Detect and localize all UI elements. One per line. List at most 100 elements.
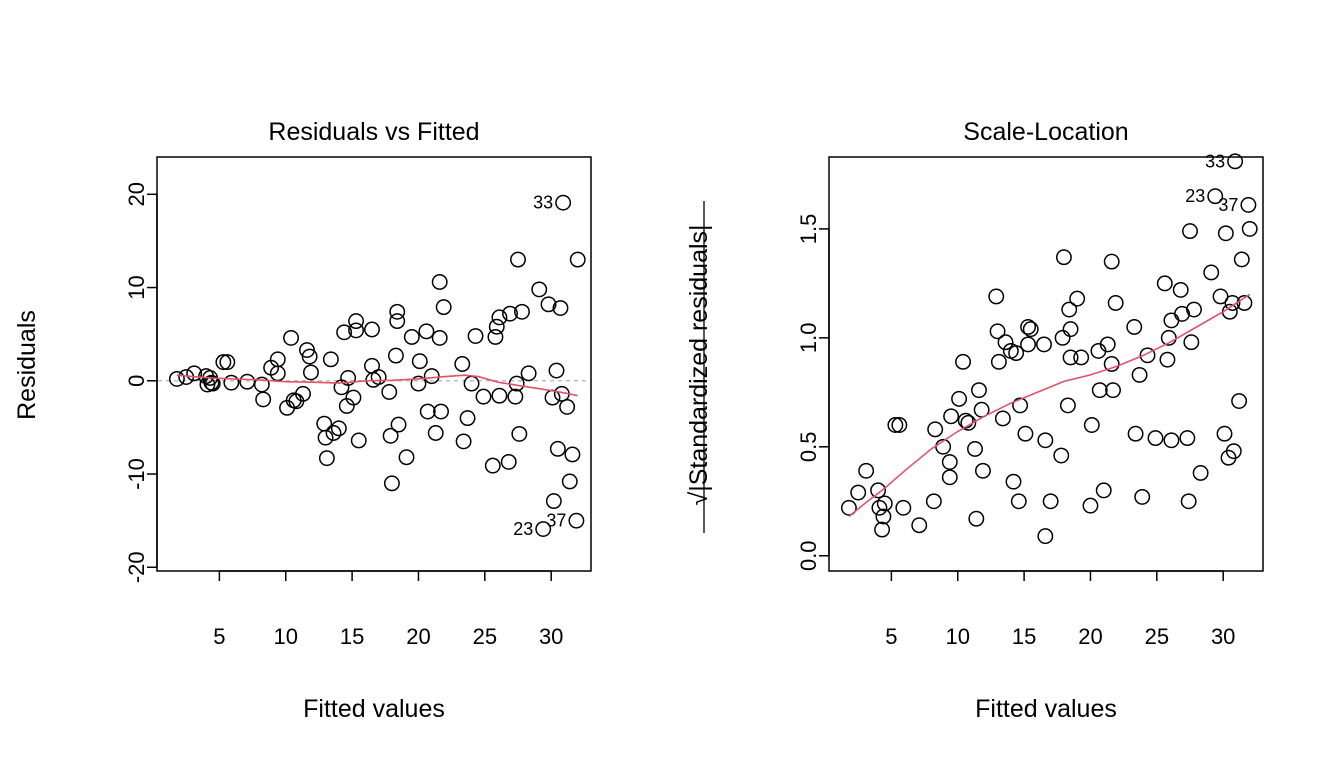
y-tick-label: 20 (124, 182, 149, 206)
data-point (350, 432, 367, 449)
point-id-labels: 33 23 37 (513, 193, 566, 539)
data-point (423, 368, 440, 385)
data-point (564, 446, 581, 463)
data-point (967, 441, 983, 457)
data-point (1192, 464, 1209, 481)
data-point (858, 462, 875, 479)
data-point (1036, 336, 1052, 353)
data-point (520, 365, 537, 382)
data-point (1062, 349, 1079, 366)
data-point (1216, 425, 1233, 442)
data-point (318, 450, 335, 467)
y-tick-label: -10 (124, 458, 149, 490)
x-tick-label: 30 (1211, 624, 1235, 649)
data-point (1105, 382, 1121, 399)
data-point (989, 323, 1006, 340)
plot-title: Scale-Location (963, 118, 1128, 146)
points-layer (840, 153, 1258, 545)
data-point (1005, 473, 1022, 490)
data-point (1134, 488, 1151, 505)
y-tick-label: 10 (124, 275, 149, 299)
x-tick-label: 20 (406, 624, 430, 649)
radical-sign: √ (685, 492, 713, 506)
data-point (840, 499, 857, 516)
x-tick-label: 20 (1078, 624, 1102, 649)
y-tick-label: 0 (124, 375, 149, 387)
data-point (1022, 321, 1039, 338)
data-point (325, 425, 342, 441)
data-point (411, 353, 428, 370)
data-point (1126, 319, 1143, 335)
data-point (895, 499, 912, 516)
point-id-label: 33 (1205, 151, 1225, 171)
data-point (988, 288, 1005, 305)
x-tick-label: 25 (473, 624, 497, 649)
data-point (303, 364, 319, 381)
data-point (370, 369, 387, 386)
data-point (1217, 225, 1234, 242)
data-point (559, 398, 576, 415)
y-tick-label: 0.5 (796, 432, 821, 463)
data-point (1017, 425, 1034, 442)
data-point (1107, 295, 1124, 311)
data-point (1156, 275, 1173, 292)
smooth-line (848, 293, 1251, 518)
data-point (1062, 321, 1079, 338)
data-point (1147, 430, 1164, 447)
data-point (1225, 443, 1242, 460)
data-point (345, 389, 362, 406)
data-point (507, 388, 524, 405)
y-axis: 0.0 0.5 1.0 1.5 (796, 214, 830, 571)
data-point (295, 385, 311, 402)
data-point (301, 348, 318, 365)
data-point (484, 457, 501, 474)
data-point (1055, 249, 1072, 266)
data-point (491, 309, 508, 326)
plot-frame (156, 156, 592, 572)
data-point (975, 462, 991, 479)
data-point (299, 342, 315, 358)
data-point (1095, 482, 1112, 499)
x-tick-label: 15 (1012, 624, 1036, 649)
data-point (348, 322, 365, 339)
data-point (389, 303, 406, 320)
data-point (1073, 349, 1090, 366)
data-point (1012, 397, 1029, 414)
data-point (467, 328, 484, 344)
data-point (925, 493, 942, 510)
y-tick-label: 1.0 (796, 323, 821, 354)
x-axis: 5 10 15 20 25 30 (213, 570, 563, 649)
y-tick-label: -20 (124, 551, 149, 583)
data-point (1037, 528, 1054, 545)
data-point (941, 454, 958, 471)
x-axis-label: Fitted values (303, 695, 445, 723)
data-point (390, 416, 407, 433)
residuals-vs-fitted-panel: Residuals vs Fitted 33 23 37 5 10 15 20 25 30 -… (13, 118, 592, 723)
data-point (552, 300, 569, 317)
point-id-label: 23 (1185, 186, 1205, 206)
x-axis: 5 10 15 20 25 30 (885, 570, 1235, 649)
data-point (510, 251, 526, 268)
data-point (876, 495, 893, 512)
data-point (1174, 305, 1190, 322)
data-point (427, 425, 444, 441)
data-point (403, 329, 420, 345)
data-point (561, 473, 578, 490)
data-point (1227, 153, 1244, 170)
data-point (1091, 382, 1108, 399)
data-point (875, 508, 892, 525)
data-point (1083, 417, 1100, 433)
data-point (874, 521, 891, 538)
data-point (383, 475, 400, 492)
data-point (1061, 301, 1078, 318)
data-point (951, 390, 968, 407)
data-point (1163, 312, 1180, 329)
x-tick-label: 25 (1145, 624, 1169, 649)
data-point (1103, 356, 1120, 372)
data-point (387, 347, 404, 364)
data-point (488, 318, 505, 335)
data-point (330, 420, 347, 437)
data-point (1160, 329, 1177, 346)
data-point (1020, 319, 1037, 335)
data-point (927, 421, 944, 438)
